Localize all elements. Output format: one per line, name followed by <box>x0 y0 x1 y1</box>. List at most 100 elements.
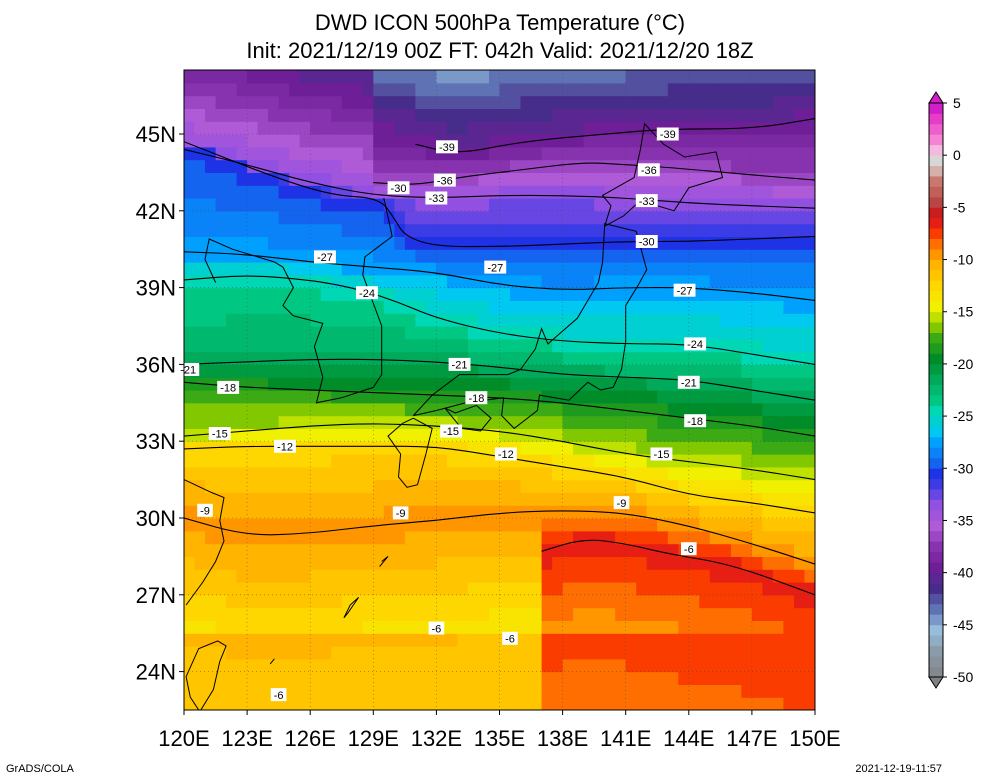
chart-subtitle: Init: 2021/12/19 00Z FT: 042h Valid: 202… <box>246 38 754 63</box>
colorbar-segment <box>929 113 943 125</box>
colorbar: 5 0 -5 -10 -15 -20 -25 -30 -35 -40 -45 -50 <box>928 91 973 689</box>
colorbar-min-arrow <box>928 676 944 689</box>
coastline-outline <box>184 479 225 606</box>
isotherm-label-text: -27 <box>677 285 693 297</box>
isotherm-label-text: -33 <box>639 196 655 208</box>
colorbar-segment <box>929 457 943 469</box>
isotherm-label-box <box>197 503 213 517</box>
isotherm-label: -15 <box>650 447 673 461</box>
x-tick-label: 120E <box>158 726 209 751</box>
colorbar-tick-label: -20 <box>953 356 973 372</box>
colorbar-tick-label: -5 <box>953 199 966 215</box>
colorbar-segment <box>929 510 943 521</box>
colorbar-segment <box>929 437 943 448</box>
coastline-outline <box>185 640 227 710</box>
isotherm-label-box <box>425 191 448 205</box>
isotherm-label-text: -36 <box>437 175 453 187</box>
colorbar-segment <box>929 603 943 615</box>
isotherm-label-box <box>484 260 507 274</box>
isotherm-label: -9 <box>197 503 213 518</box>
isotherm-label-text: -30 <box>639 237 655 249</box>
isotherm-label-box <box>433 173 456 187</box>
colorbar-tick-label: -50 <box>953 669 973 685</box>
isotherm-label: -21 <box>448 357 471 372</box>
isotherm-label: -36 <box>433 173 456 187</box>
isotherm-label-text: -9 <box>200 506 210 518</box>
colorbar-segment <box>929 551 943 563</box>
colorbar-segment <box>929 447 943 459</box>
isotherm-label-box <box>436 140 458 154</box>
colorbar-segment <box>929 416 943 427</box>
isotherm-label-text: -27 <box>487 262 503 274</box>
coastline-outline <box>343 597 360 619</box>
colorbar-segment <box>929 489 943 500</box>
colorbar-segment <box>929 322 943 333</box>
x-tick-label: 138E <box>537 726 588 751</box>
isotherm-line <box>184 445 815 514</box>
isotherm-label: -6 <box>270 688 287 702</box>
isotherm-label-text: -15 <box>212 429 228 441</box>
isotherm-label: -21 <box>677 375 700 390</box>
colorbar-tick-label: 0 <box>953 147 961 163</box>
isotherm-label-text: -33 <box>428 193 444 205</box>
isotherm-line <box>184 510 815 565</box>
isotherm-label: -27 <box>484 260 507 274</box>
isotherm-line <box>184 423 815 481</box>
colorbar-segment <box>929 520 943 532</box>
y-tick-label: 36N <box>136 352 176 377</box>
isotherm-label: -39 <box>436 140 458 154</box>
software-credit: GrADS/COLA <box>6 763 74 775</box>
isotherm-label: -9 <box>392 506 409 520</box>
colorbar-segment <box>929 395 943 406</box>
isotherm-label: -6 <box>428 621 445 635</box>
isotherm-label: -15 <box>440 424 463 438</box>
colorbar-tick-label: -30 <box>953 460 973 476</box>
colorbar-segment <box>929 207 943 219</box>
isotherm-label: -18 <box>684 414 707 428</box>
isotherm-label-box <box>356 286 378 300</box>
colorbar-segment <box>929 343 943 354</box>
chart-title: DWD ICON 500hPa Temperature (°C) <box>314 10 686 35</box>
colorbar-segment <box>929 656 943 667</box>
colorbar-segment <box>929 228 943 239</box>
colorbar-segment <box>929 374 943 386</box>
x-tick-label: 144E <box>663 726 714 751</box>
colorbar-segment <box>929 478 943 490</box>
colorbar-segment <box>929 280 943 292</box>
colorbar-segment <box>929 541 943 553</box>
isotherm-label-text: -9 <box>617 498 627 510</box>
isotherm-label-box <box>448 357 471 371</box>
isotherm-label-box <box>217 380 240 394</box>
isotherm-label-box <box>465 391 488 405</box>
x-tick-label: 150E <box>789 726 840 751</box>
colorbar-segment <box>929 635 943 647</box>
y-tick-label: 27N <box>136 583 176 608</box>
isotherm-label-text: -12 <box>277 442 293 454</box>
isotherm-label: -21 <box>177 363 200 377</box>
isotherm-label-box <box>494 447 517 461</box>
isotherm-label-box <box>635 235 658 248</box>
colorbar-segment <box>929 186 943 198</box>
isotherm-label-box <box>274 439 296 453</box>
isotherm-label-box <box>635 194 658 208</box>
x-tick-label: 129E <box>348 726 399 751</box>
colorbar-max-arrow <box>928 91 944 104</box>
colorbar-segment <box>929 103 943 114</box>
render-timestamp: 2021-12-19-11:57 <box>855 763 942 775</box>
isotherm-label: -30 <box>387 181 410 195</box>
isotherm-label-box <box>613 496 630 510</box>
isotherm-label-box <box>677 375 700 389</box>
isotherm-label: -27 <box>314 250 336 264</box>
isotherm-label-text: -39 <box>439 142 455 154</box>
isotherm-label-text: -15 <box>443 426 459 438</box>
colorbar-tick-label: -35 <box>953 512 973 528</box>
isotherm-label: -30 <box>635 235 658 249</box>
isotherm-label: -18 <box>217 380 240 395</box>
isotherm-label-box <box>428 621 445 635</box>
colorbar-tick-label: -45 <box>953 617 973 633</box>
colorbar-segment <box>929 332 943 344</box>
colorbar-segment <box>929 311 943 323</box>
isotherm-label-box <box>387 181 410 195</box>
colorbar-segment <box>929 123 943 135</box>
isotherm-label-text: -27 <box>317 252 333 264</box>
